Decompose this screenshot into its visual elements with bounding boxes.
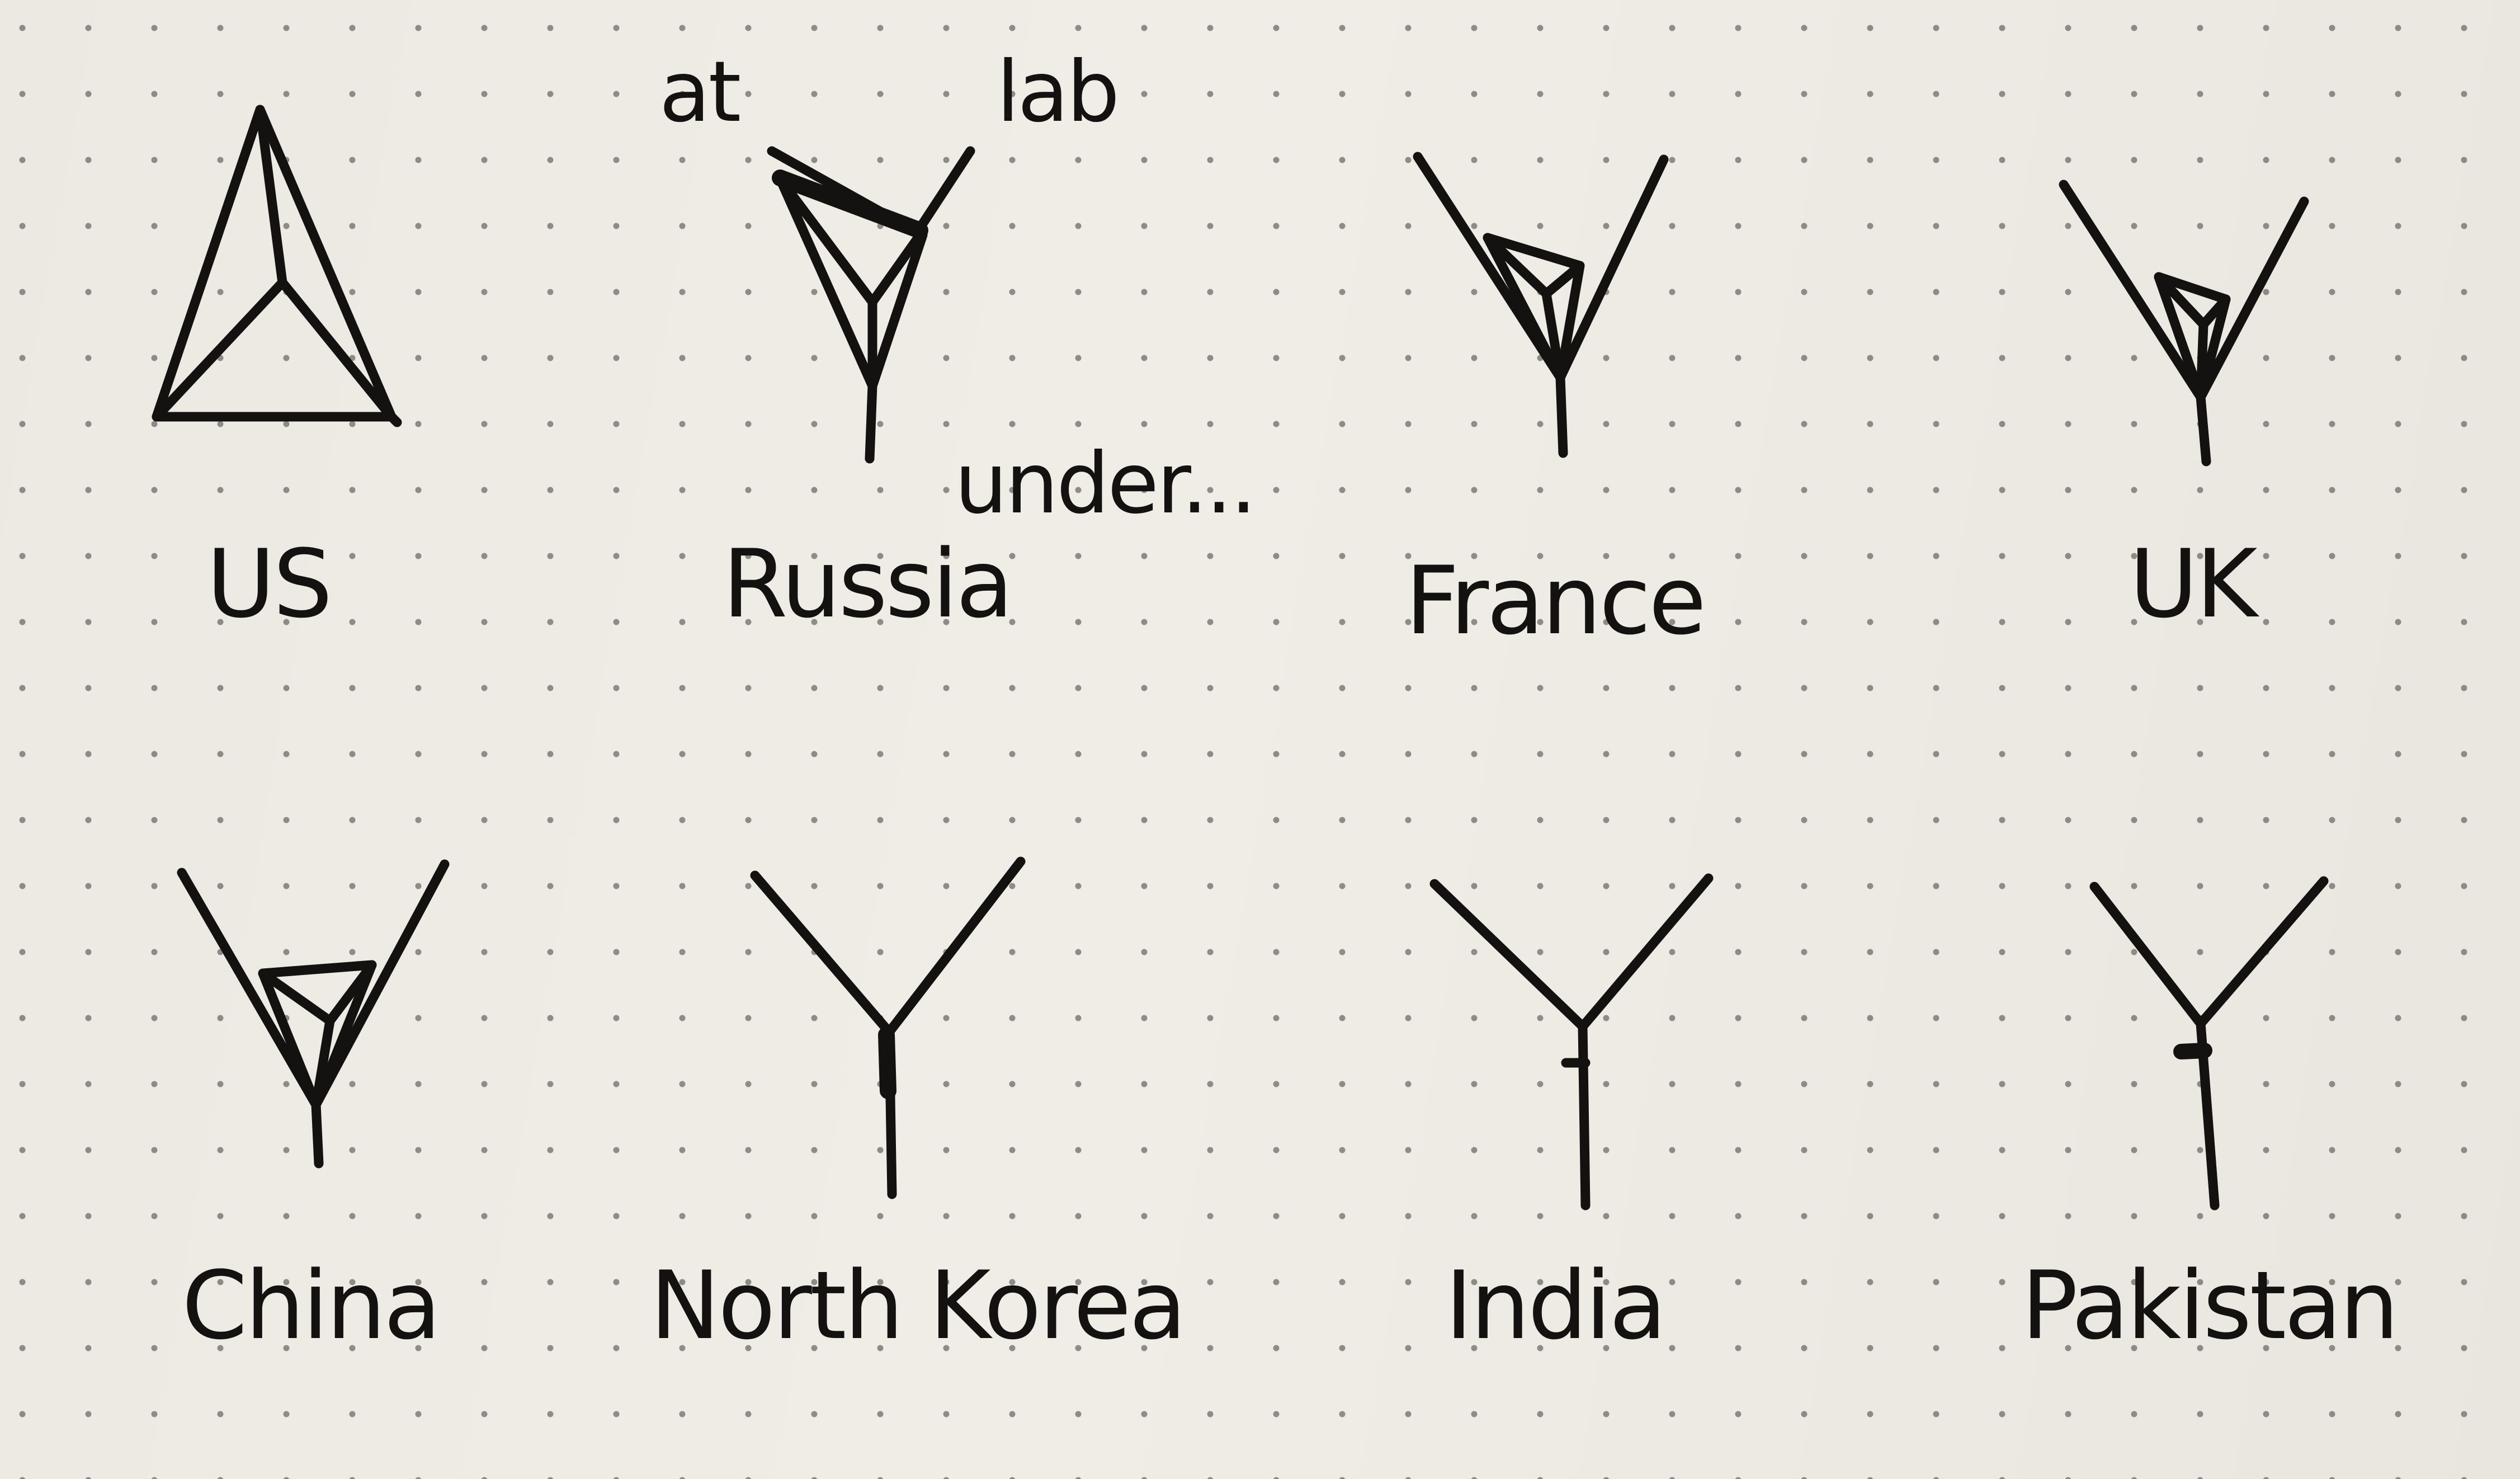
country-label-france: France — [1405, 546, 1707, 656]
annotation-at: at — [659, 44, 742, 141]
country-label-north-korea: North Korea — [650, 1251, 1187, 1360]
country-label-russia: Russia — [722, 529, 1013, 639]
annotation-lab: lab — [996, 44, 1120, 141]
country-label-india: India — [1445, 1251, 1667, 1360]
country-label-us: US — [206, 529, 333, 639]
annotation-under: under... — [954, 435, 1257, 533]
country-label-china: China — [182, 1251, 441, 1360]
country-label-pakistan: Pakistan — [2021, 1251, 2399, 1360]
country-label-uk: UK — [2129, 529, 2257, 639]
